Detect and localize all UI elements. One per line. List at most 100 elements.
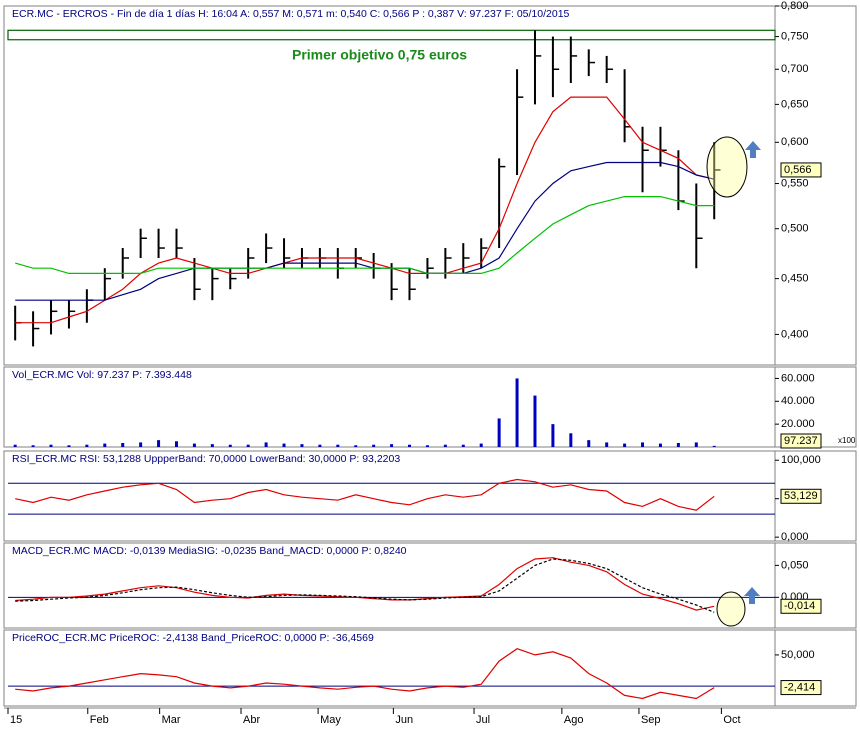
indicator-line [15,478,715,511]
y-tick-label: 0,650 [781,98,809,110]
volume-bar [103,443,107,447]
x-tick-label: Oct [723,714,740,726]
panel [3,5,857,366]
y-tick-label: 0,500 [781,223,809,235]
x-tick-label: Mar [162,714,181,726]
last-value-label: 97.237 [784,435,818,447]
y-tick-label: 0,450 [781,273,809,285]
volume-bar [121,443,125,447]
up-arrow [744,587,760,604]
target-band [7,29,776,41]
last-value-label: 0,566 [784,164,812,176]
indicator-line [15,161,715,301]
highlight-ellipse [716,591,746,627]
annotation: Primer objetivo 0,75 euros [292,47,467,63]
volume-bar [67,445,71,447]
volume-bar [479,443,483,447]
x-tick-label: Sep [641,714,661,726]
volume-bar [390,444,394,447]
volume-bar [533,395,537,447]
volume-bar [497,418,501,447]
volume-bar [85,444,89,447]
x-tick-label: 15 [10,714,22,726]
indicator-line [15,558,715,613]
y-tick-label: 40.000 [781,395,815,407]
volume-bar [623,443,627,447]
x-tick-label: Jun [395,714,413,726]
y-tick-label: 0,050 [781,559,809,571]
volume-bar [210,444,214,447]
volume-bar [569,433,573,447]
volume-bar [515,378,519,447]
last-value-box [780,162,822,178]
volume-bar [192,443,196,447]
volume-bar [641,442,645,447]
last-value-label: -0,014 [784,600,815,612]
volume-bar [264,442,268,447]
y-tick-label: 0,800 [781,0,809,12]
panel [3,629,857,707]
x-tick-label: Jul [476,714,490,726]
y-tick-label: 100,000 [781,454,821,466]
volume-bar [300,444,304,447]
y-tick-label: 50,000 [781,649,815,661]
volume-bar [31,445,35,447]
volume-bar [139,442,143,447]
panel-title: MACD_ECR.MC MACD: -0,0139 MediaSIG: -0,0… [12,545,407,557]
y-tick-label: 0,750 [781,30,809,42]
last-value-box [780,598,822,614]
x-tick-label: May [320,714,341,726]
volume-bar [551,424,555,447]
volume-bar [13,444,17,447]
volume-bar [694,442,698,447]
y-tick-label: 0,400 [781,328,809,340]
volume-bar [408,444,412,447]
up-arrow [745,141,761,158]
y-tick-label: 0,700 [781,63,809,75]
indicator-line [15,196,715,274]
last-value-label: -2,414 [784,681,815,693]
panel [3,366,857,448]
y-tick-label: 0,550 [781,177,809,189]
x-tick-label: Abr [243,714,260,726]
volume-bar [282,443,286,447]
panel-title: RSI_ECR.MC RSI: 53,1288 UppperBand: 70,0… [12,453,400,465]
volume-bar [49,444,53,447]
panel [3,450,857,542]
volume-bar [372,444,376,447]
volume-bar [425,445,429,447]
volume-bar [712,445,716,447]
last-value-label: 53,129 [784,490,818,502]
panel-title: Vol_ECR.MC Vol: 97.237 P: 7.393.448 [12,369,192,381]
y-tick-label: 20.000 [781,418,815,430]
highlight-ellipse [706,136,748,198]
indicator-line [15,96,715,324]
volume-bar [157,440,161,447]
y-tick-label: 60.000 [781,372,815,384]
x-tick-label: Feb [90,714,109,726]
volume-bar [443,444,447,447]
indicator-line [15,648,715,700]
last-value-box [780,488,822,504]
panel-title: PriceROC_ECR.MC PriceROC: -2,4138 Band_P… [12,632,374,644]
volume-bar [676,443,680,447]
y-tick-label: 0,000 [781,531,809,543]
volume-bar [658,443,662,447]
volume-bar [336,444,340,447]
volume-bar [605,442,609,447]
volume-bar [587,440,591,447]
volume-bar [318,444,322,447]
panel-title: ECR.MC - ERCROS - Fin de día 1 días H: 1… [12,8,570,20]
volume-bar [461,444,465,447]
volume-bar [354,445,358,447]
last-value-box [780,433,822,449]
unit-label: x100 [838,436,856,445]
x-tick-label: Ago [564,714,584,726]
volume-bar [174,441,178,447]
last-value-box [780,680,822,696]
panel [3,542,857,629]
volume-bar [246,444,250,447]
volume-bar [228,444,232,447]
y-tick-label: 0,600 [781,136,809,148]
